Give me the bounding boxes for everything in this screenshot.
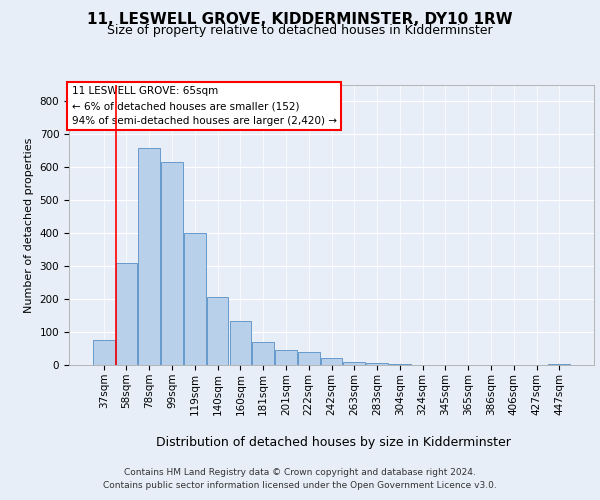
Bar (366, 364, 388, 365)
Bar (139, 148, 160, 365)
Text: 11 LESWELL GROVE: 65sqm
← 6% of detached houses are smaller (152)
94% of semi-de: 11 LESWELL GROVE: 65sqm ← 6% of detached… (71, 86, 337, 126)
Bar (253, 342, 274, 365)
Text: Size of property relative to detached houses in Kidderminster: Size of property relative to detached ho… (107, 24, 493, 37)
Bar (184, 233, 206, 365)
Text: Contains public sector information licensed under the Open Government Licence v3: Contains public sector information licen… (103, 480, 497, 490)
Bar (343, 362, 365, 365)
Bar (161, 162, 183, 365)
Bar (298, 352, 320, 365)
Text: Distribution of detached houses by size in Kidderminster: Distribution of detached houses by size … (155, 436, 511, 449)
Bar (207, 298, 229, 365)
Bar (320, 358, 343, 365)
Bar (93, 340, 115, 365)
Y-axis label: Number of detached properties: Number of detached properties (24, 138, 34, 312)
Text: Contains HM Land Registry data © Crown copyright and database right 2024.: Contains HM Land Registry data © Crown c… (124, 468, 476, 477)
Bar (548, 364, 570, 365)
Bar (275, 350, 297, 365)
Bar (389, 364, 410, 365)
Text: 11, LESWELL GROVE, KIDDERMINSTER, DY10 1RW: 11, LESWELL GROVE, KIDDERMINSTER, DY10 1… (87, 12, 513, 28)
Bar (116, 263, 137, 365)
Bar (230, 320, 251, 365)
